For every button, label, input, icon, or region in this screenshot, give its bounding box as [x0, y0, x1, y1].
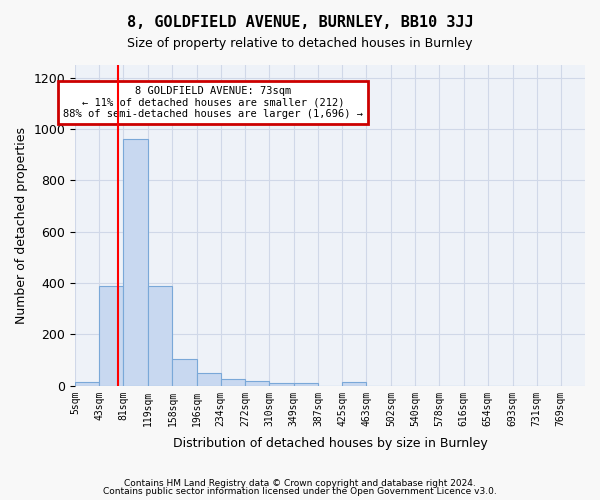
X-axis label: Distribution of detached houses by size in Burnley: Distribution of detached houses by size … [173, 437, 487, 450]
Bar [245, 380, 269, 386]
Text: 8, GOLDFIELD AVENUE, BURNLEY, BB10 3JJ: 8, GOLDFIELD AVENUE, BURNLEY, BB10 3JJ [127, 15, 473, 30]
Bar [197, 373, 221, 386]
Text: Contains HM Land Registry data © Crown copyright and database right 2024.: Contains HM Land Registry data © Crown c… [124, 478, 476, 488]
Bar [221, 380, 245, 386]
Bar [75, 382, 100, 386]
Bar [172, 359, 197, 386]
Bar [124, 140, 148, 386]
Bar [269, 383, 294, 386]
Text: Size of property relative to detached houses in Burnley: Size of property relative to detached ho… [127, 38, 473, 51]
Bar [342, 382, 367, 386]
Bar [100, 286, 124, 386]
Y-axis label: Number of detached properties: Number of detached properties [15, 127, 28, 324]
Text: Contains public sector information licensed under the Open Government Licence v3: Contains public sector information licen… [103, 487, 497, 496]
Bar [294, 383, 318, 386]
Bar [148, 286, 172, 386]
Text: 8 GOLDFIELD AVENUE: 73sqm
← 11% of detached houses are smaller (212)
88% of semi: 8 GOLDFIELD AVENUE: 73sqm ← 11% of detac… [63, 86, 363, 119]
